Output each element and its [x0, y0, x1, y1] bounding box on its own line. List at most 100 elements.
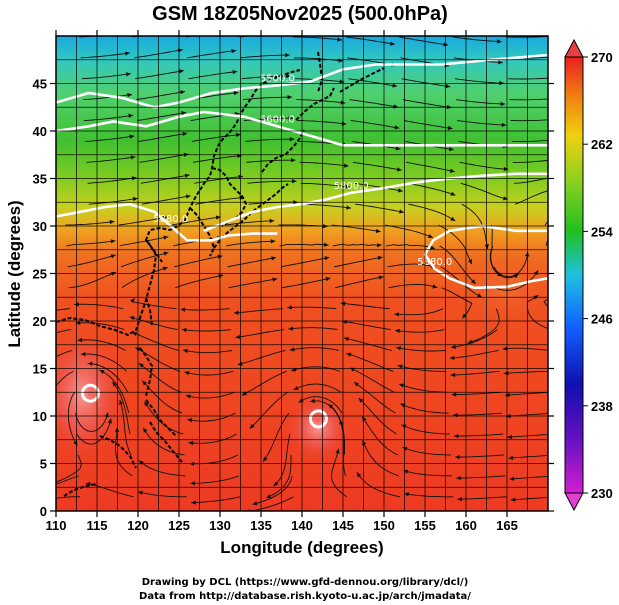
streamline-arrow: [142, 380, 148, 386]
streamline: [348, 78, 398, 87]
streamline: [136, 91, 186, 101]
streamline-arrow: [356, 472, 362, 478]
streamline: [80, 353, 127, 372]
streamline: [287, 306, 337, 310]
streamline-arrow: [270, 239, 276, 244]
streamline-arrow: [343, 163, 349, 168]
streamline-arrow: [130, 298, 135, 304]
streamline: [559, 31, 608, 37]
contour-label: 5800.0: [334, 181, 369, 192]
streamline-arrow: [467, 339, 473, 344]
streamline: [235, 329, 285, 338]
streamline: [403, 470, 453, 477]
streamline: [456, 99, 506, 105]
streamline: [184, 370, 234, 376]
streamline: [328, 403, 346, 455]
streamline-arrow: [501, 122, 507, 128]
streamline-arrow: [395, 146, 401, 151]
streamline: [509, 475, 548, 480]
streamline: [75, 322, 125, 331]
streamline-arrow: [287, 94, 293, 100]
colorbar-frame: [564, 56, 584, 494]
contour-line: [203, 172, 548, 233]
streamline-arrow: [271, 256, 276, 261]
streamline-arrow: [462, 313, 467, 319]
streamline-arrow: [31, 498, 36, 502]
streamline-arrow: [232, 69, 238, 75]
streamline: [452, 412, 503, 416]
streamline-arrow: [533, 270, 539, 276]
streamline-arrow: [24, 341, 29, 345]
streamline-arrow: [404, 492, 410, 497]
chart-title: GSM 18Z05Nov2025 (500.0hPa): [152, 3, 448, 25]
streamline: [512, 159, 548, 163]
streamline-arrow: [47, 482, 52, 486]
streamline: [130, 298, 177, 310]
streamline: [467, 308, 500, 344]
streamline-arrow: [286, 73, 291, 79]
streamline: [406, 161, 455, 173]
streamline: [280, 256, 330, 268]
streamline-arrow: [110, 271, 116, 276]
streamline-arrow: [126, 72, 131, 77]
streamline: [353, 381, 396, 414]
grid-lines: [56, 36, 548, 511]
streamline: [510, 496, 548, 501]
streamline: [139, 153, 189, 163]
streamline: [452, 36, 502, 43]
streamline-arrow: [110, 254, 116, 259]
streamline-arrow: [396, 346, 402, 351]
streamline-arrow: [249, 423, 255, 429]
streamline-arrow: [324, 256, 330, 261]
streamline-arrow: [289, 136, 295, 142]
streamline-arrow: [553, 76, 558, 80]
streamline: [237, 350, 286, 366]
streamline-arrow: [310, 398, 316, 403]
streamline: [135, 70, 184, 80]
streamline-arrow: [427, 234, 433, 239]
streamline: [349, 367, 395, 393]
streamline-arrow: [187, 418, 193, 423]
streamline: [67, 254, 116, 268]
y-tick-label: 45: [33, 77, 47, 92]
streamline-arrow: [87, 361, 93, 366]
streamline: [187, 50, 237, 59]
contour-label: 5880.0: [153, 214, 188, 225]
streamline: [399, 36, 449, 46]
streamline: [451, 391, 501, 396]
streamline: [191, 134, 241, 142]
streamline: [354, 182, 403, 192]
streamline-arrow: [394, 312, 400, 317]
contour-line: [56, 110, 548, 147]
colorbar-tick-label: 230: [591, 486, 613, 501]
streamline-arrow: [513, 273, 519, 279]
streamline: [454, 78, 505, 84]
streamline-arrow: [99, 370, 105, 375]
streamline-arrow: [455, 454, 460, 460]
streamline: [56, 350, 73, 358]
streamline-arrow: [81, 351, 86, 357]
streamline: [386, 244, 436, 250]
low-center-dot: [315, 415, 322, 422]
streamline-arrow: [241, 391, 247, 396]
colorbar-ticks: 230 238 246 254 262 270: [583, 50, 613, 501]
streamline-arrow: [555, 117, 560, 121]
streamline-arrow: [185, 194, 191, 199]
streamline: [490, 225, 503, 277]
streamline: [56, 371, 74, 387]
streamline: [407, 182, 456, 196]
streamline-arrow: [509, 476, 515, 481]
colorbar-bottom-arrow: [564, 492, 584, 512]
streamline-arrow: [447, 125, 453, 131]
streamline-arrow: [110, 239, 116, 244]
plot-area: 5500.0 5600.0 5800.0 5880.0 5880.0: [24, 31, 608, 511]
streamline-arrow: [129, 134, 135, 139]
x-tick-label: 115: [87, 518, 108, 533]
streamline: [225, 220, 275, 226]
streamline-arrow: [132, 331, 138, 336]
streamline-arrow: [453, 433, 459, 439]
streamline: [450, 370, 500, 376]
streamline-arrow: [449, 168, 455, 173]
x-tick-label: 160: [455, 518, 477, 533]
streamline: [509, 98, 548, 101]
